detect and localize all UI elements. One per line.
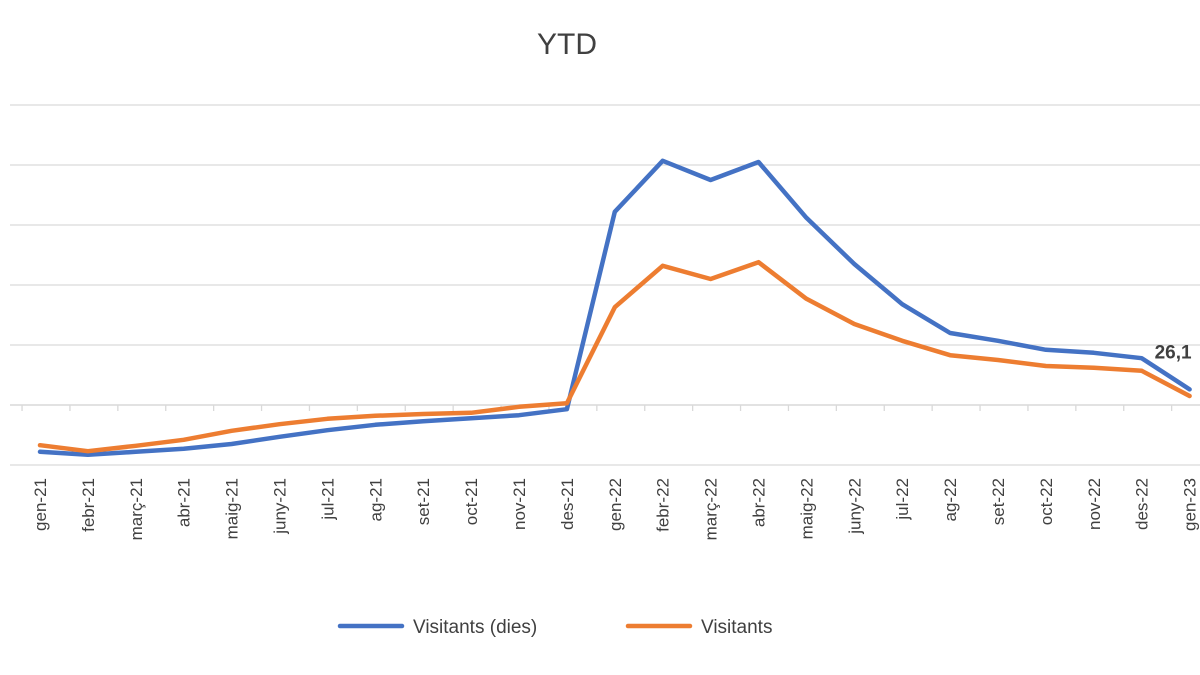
x-axis — [10, 404, 1200, 411]
x-tick-label: nov-21 — [510, 478, 529, 530]
series-line-1 — [37, 259, 1192, 454]
x-tick-label: maig-22 — [797, 478, 816, 539]
x-tick-labels: gen-21 febr-21 març-21 abr-21 maig-21 juny-21… — [31, 478, 1200, 540]
x-tick-label: ag-21 — [366, 478, 385, 521]
chart-title: YTD — [537, 28, 597, 61]
x-tick-label: febr-22 — [654, 478, 673, 532]
legend-item: Visitants (dies) — [337, 617, 537, 638]
x-tick-label: des-22 — [1133, 478, 1152, 530]
series-line-0 — [37, 158, 1192, 458]
x-tick-label: des-21 — [558, 478, 577, 530]
data-labels: 26,1 — [1155, 342, 1192, 363]
x-tick-label: abr-22 — [750, 478, 769, 527]
x-tick-label: jul-22 — [893, 478, 912, 521]
x-tick-label: gen-22 — [606, 478, 625, 531]
x-tick-label: febr-21 — [79, 478, 98, 532]
x-tick-label: juny-22 — [845, 478, 864, 535]
x-tick-label: ag-22 — [941, 478, 960, 521]
data-label: 26,1 — [1155, 342, 1192, 363]
x-tick-label: set-22 — [989, 478, 1008, 525]
x-tick-label: maig-21 — [223, 478, 242, 539]
x-tick-label: gen-23 — [1181, 478, 1200, 531]
x-tick-label: nov-22 — [1085, 478, 1104, 530]
x-tick-label: març-21 — [127, 478, 146, 540]
series-lines — [37, 158, 1192, 458]
x-tick-label: oct-22 — [1037, 478, 1056, 525]
x-tick-label: oct-21 — [462, 478, 481, 525]
x-tick-label: set-21 — [414, 478, 433, 525]
x-tick-label: jul-21 — [318, 478, 337, 521]
x-tick-label: juny-21 — [271, 478, 290, 535]
legend-label: Visitants — [701, 617, 772, 638]
legend: Visitants (dies) Visitants — [337, 617, 772, 638]
legend-item: Visitants — [625, 617, 772, 638]
x-tick-label: març-22 — [702, 478, 721, 540]
x-tick-label: gen-21 — [31, 478, 50, 531]
x-tick-label: abr-21 — [175, 478, 194, 527]
gridlines — [10, 104, 1200, 466]
legend-label: Visitants (dies) — [413, 617, 537, 638]
